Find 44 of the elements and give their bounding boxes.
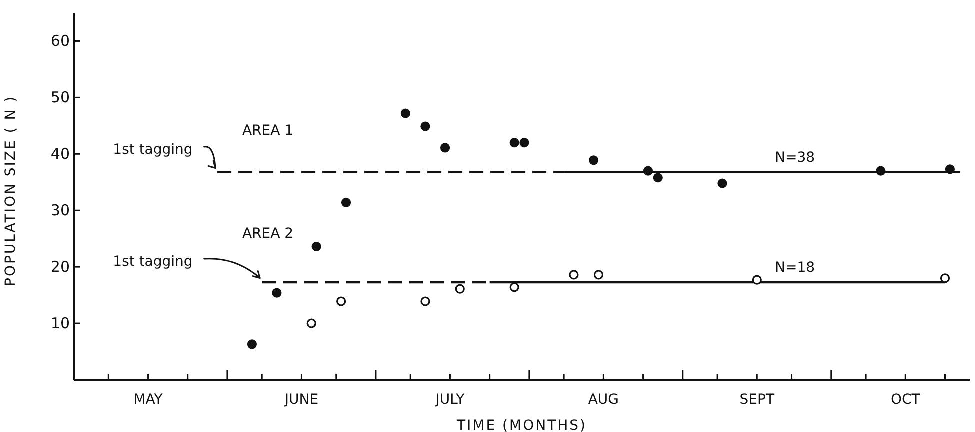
x-axis-title: TIME (MONTHS) <box>456 418 588 432</box>
x-tick-label: JUNE <box>284 392 319 408</box>
point <box>569 270 579 280</box>
point <box>718 178 728 188</box>
point <box>312 242 322 252</box>
point <box>420 122 430 132</box>
point <box>643 166 654 176</box>
point <box>510 282 520 292</box>
point <box>400 108 410 118</box>
y-tick-label: 30 <box>50 202 70 220</box>
annotation: AREA 2 <box>242 226 294 242</box>
point <box>420 296 430 306</box>
x-tick-label: SEPT <box>740 392 775 408</box>
x-tick-label: MAY <box>134 392 164 408</box>
point <box>341 198 352 208</box>
point <box>940 274 950 284</box>
point <box>336 296 346 306</box>
y-tick-label: 20 <box>50 258 70 276</box>
x-tick-label: AUG <box>588 392 620 408</box>
point <box>455 284 465 294</box>
annotation: AREA 1 <box>242 123 294 139</box>
point <box>945 164 955 174</box>
x-tick-label: JULY <box>434 392 466 408</box>
point <box>653 173 663 183</box>
y-tick-label: 60 <box>50 32 70 50</box>
x-tick-label: OCT <box>890 392 921 408</box>
annotation: N=18 <box>774 260 816 276</box>
point <box>520 138 530 148</box>
point <box>247 340 258 350</box>
y-tick-label: 50 <box>50 88 70 107</box>
y-tick-label: 40 <box>50 145 70 164</box>
y-axis-title: POPULATION SIZE ( N ) <box>2 95 19 286</box>
point <box>752 275 762 285</box>
y-tick-label: 10 <box>50 314 70 333</box>
point <box>272 288 282 298</box>
point <box>876 166 886 176</box>
annotation: 1st tagging <box>113 142 193 158</box>
annotation: N=38 <box>774 150 816 166</box>
point <box>588 156 599 166</box>
point <box>306 318 316 328</box>
point <box>510 138 520 148</box>
annotation: 1st tagging <box>113 254 193 270</box>
point <box>594 270 604 280</box>
point <box>440 143 450 153</box>
